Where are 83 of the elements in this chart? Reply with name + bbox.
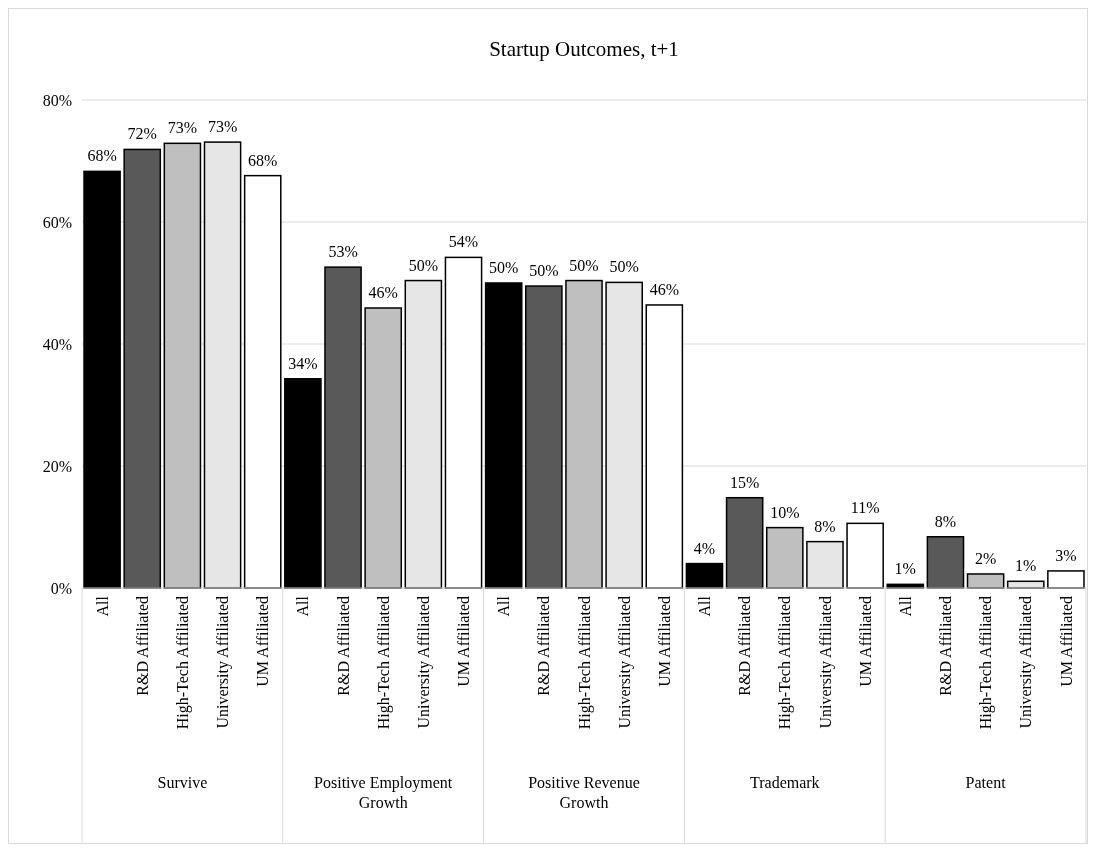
bar bbox=[525, 285, 563, 589]
data-label: 68% bbox=[87, 147, 117, 165]
data-label: 73% bbox=[207, 118, 238, 136]
x-tick-label: UM Affiliated bbox=[455, 596, 473, 687]
x-tick-label: High-Tech Affiliated bbox=[977, 596, 996, 730]
x-tick-label: University Affiliated bbox=[214, 596, 233, 729]
x-tick-label: UM Affiliated bbox=[856, 596, 874, 687]
data-label: 50% bbox=[408, 256, 439, 274]
x-tick-label: All bbox=[696, 595, 714, 617]
x-tick-label: All bbox=[896, 595, 914, 617]
data-label: 46% bbox=[649, 280, 679, 298]
bar bbox=[404, 279, 443, 589]
x-tick-label: R&D Affiliated bbox=[937, 596, 955, 696]
data-label: 8% bbox=[934, 512, 957, 530]
bar bbox=[444, 256, 483, 589]
bar bbox=[364, 307, 403, 589]
y-tick-label: 60% bbox=[42, 213, 72, 231]
x-tick-label: UM Affiliated bbox=[1057, 596, 1075, 687]
x-tick-label: High-Tech Affiliated bbox=[776, 596, 795, 730]
bar bbox=[846, 522, 884, 589]
data-label: 46% bbox=[368, 284, 398, 302]
x-tick-label: UM Affiliated bbox=[254, 596, 272, 687]
y-tick-label: 20% bbox=[42, 457, 72, 475]
data-label: 53% bbox=[328, 243, 358, 261]
bar bbox=[284, 378, 322, 589]
data-label: 73% bbox=[167, 119, 198, 137]
data-label: 11% bbox=[850, 499, 880, 517]
y-tick-label: 40% bbox=[42, 335, 72, 353]
bar bbox=[324, 266, 362, 589]
data-label: 50% bbox=[529, 262, 559, 280]
bar bbox=[926, 536, 965, 589]
x-tick-label: High-Tech Affiliated bbox=[174, 596, 192, 730]
data-label: 4% bbox=[693, 539, 716, 557]
text: Patent bbox=[965, 774, 1007, 791]
x-tick-label: All bbox=[294, 595, 312, 617]
data-label: 2% bbox=[974, 549, 997, 567]
data-label: 54% bbox=[448, 233, 479, 251]
bar bbox=[765, 526, 804, 589]
bar bbox=[565, 279, 603, 589]
text: Positive Revenue Growth bbox=[528, 774, 640, 811]
data-label: 50% bbox=[569, 256, 599, 274]
data-label: 50% bbox=[609, 258, 639, 276]
text: Positive Employment Growth bbox=[314, 774, 453, 811]
bar bbox=[484, 282, 523, 589]
data-label: 72% bbox=[127, 125, 157, 143]
bar bbox=[243, 174, 282, 589]
x-tick-label: High-Tech Affiliated bbox=[575, 596, 594, 730]
x-tick-label: R&D Affiliated bbox=[133, 596, 151, 696]
x-tick-label: University Affiliated bbox=[414, 596, 433, 729]
bar bbox=[83, 170, 121, 589]
bar bbox=[685, 562, 724, 589]
text: Survive bbox=[157, 774, 208, 791]
x-tick-label: All bbox=[495, 595, 513, 617]
data-label: 1% bbox=[894, 560, 916, 578]
data-label: 68% bbox=[248, 151, 278, 169]
x-tick-label: R&D Affiliated bbox=[736, 596, 754, 696]
data-label: 34% bbox=[288, 354, 318, 372]
x-tick-label: R&D Affiliated bbox=[535, 596, 553, 696]
x-tick-label: University Affiliated bbox=[816, 596, 835, 729]
bar bbox=[605, 281, 643, 589]
data-label: 3% bbox=[1055, 546, 1077, 564]
x-tick-label: University Affiliated bbox=[1017, 596, 1036, 729]
data-label: 8% bbox=[814, 517, 836, 535]
bar bbox=[123, 148, 162, 589]
x-tick-label: UM Affiliated bbox=[655, 596, 673, 687]
bar bbox=[725, 496, 764, 589]
bar bbox=[1047, 570, 1085, 589]
chart-title: Startup Outcomes, t+1 bbox=[489, 37, 679, 61]
x-tick-label: All bbox=[93, 595, 111, 617]
bar bbox=[645, 304, 684, 589]
text: Trademark bbox=[749, 774, 820, 791]
data-label: 50% bbox=[489, 259, 519, 276]
y-tick-label: 80% bbox=[42, 91, 72, 109]
bar bbox=[203, 141, 242, 589]
bar bbox=[163, 142, 202, 589]
x-tick-label: High-Tech Affiliated bbox=[374, 596, 393, 730]
bar bbox=[806, 540, 844, 589]
y-tick-label: 0% bbox=[50, 579, 72, 597]
data-label: 1% bbox=[1015, 557, 1037, 575]
data-label: 15% bbox=[729, 473, 760, 491]
x-tick-label: University Affiliated bbox=[615, 596, 634, 729]
x-tick-label: R&D Affiliated bbox=[334, 596, 352, 696]
data-label: 10% bbox=[770, 503, 800, 521]
